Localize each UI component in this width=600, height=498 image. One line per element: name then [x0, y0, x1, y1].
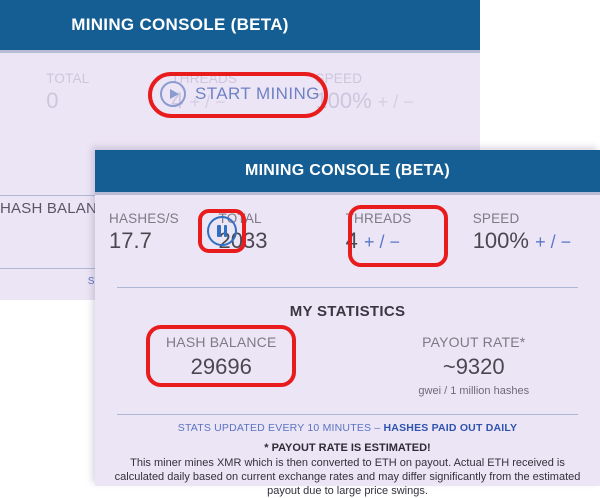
stat-label: TOTAL	[219, 211, 346, 226]
speed-stepper-background[interactable]: + / −	[378, 92, 414, 112]
stat-label: SPEED	[473, 211, 590, 226]
stat-value: 100% + / −	[315, 88, 450, 114]
start-mining-button[interactable]: START MINING	[160, 81, 320, 107]
stat-label: SPEED	[315, 71, 450, 86]
pause-icon-bar-left	[217, 225, 221, 237]
stats-update-note: STATS UPDATED EVERY 10 MINUTES – HASHES …	[95, 422, 600, 434]
stat-hash-balance: HASH BALANCE 29696	[95, 334, 348, 397]
stat-value: 0	[46, 88, 171, 114]
stat-label: PAYOUT RATE*	[348, 334, 600, 350]
stat-value: 2033	[219, 228, 346, 254]
start-mining-label: START MINING	[195, 84, 320, 104]
header-underline-background	[0, 50, 480, 53]
stat-value: ~9320	[348, 354, 600, 380]
stat-unit: gwei / 1 million hashes	[348, 385, 600, 397]
stat-value: 17.7	[109, 228, 219, 254]
stats-update-note-bold: HASHES PAID OUT DAILY	[384, 422, 518, 434]
stats-row-foreground: HASHES/S 17.7 TOTAL 2033 THREADS 4 + / −…	[95, 195, 600, 254]
play-icon	[160, 81, 186, 107]
pause-button[interactable]	[207, 216, 237, 246]
statistics-columns: HASH BALANCE 29696 PAYOUT RATE* ~9320 gw…	[95, 334, 600, 397]
stat-payout-rate: PAYOUT RATE* ~9320 gwei / 1 million hash…	[348, 334, 600, 397]
stat-speed-background[interactable]: SPEED 100% + / −	[315, 71, 450, 114]
payout-warning: * PAYOUT RATE IS ESTIMATED!	[95, 442, 600, 454]
stat-total: TOTAL 2033	[219, 211, 346, 254]
stat-value: 4 + / −	[346, 228, 473, 254]
stat-value: 100% + / −	[473, 228, 590, 254]
my-statistics-title: MY STATISTICS	[95, 303, 600, 320]
stat-value: 0	[0, 88, 46, 114]
stat-label: THREADS	[346, 211, 473, 226]
panel-title-foreground: MINING CONSOLE (BETA)	[95, 150, 600, 192]
stat-label: HASHES/S	[109, 211, 219, 226]
stat-label: HASHES/S	[0, 71, 46, 86]
payout-disclaimer: This miner mines XMR which is then conve…	[109, 456, 586, 498]
stats-update-note-normal: STATS UPDATED EVERY 10 MINUTES –	[178, 422, 384, 434]
stat-hashes-per-second: HASHES/S 17.7	[109, 211, 219, 254]
stat-label: TOTAL	[46, 71, 171, 86]
stat-label: HASH BALANCE	[95, 334, 348, 350]
stat-value: 29696	[95, 354, 348, 380]
stat-total-background: TOTAL 0	[46, 71, 171, 114]
speed-stepper[interactable]: + / −	[535, 232, 571, 252]
divider-above-statistics	[117, 287, 578, 288]
pause-icon-bar-right	[224, 225, 228, 237]
threads-stepper[interactable]: + / −	[364, 232, 400, 252]
panel-title-background: MINING CONSOLE (BETA)	[0, 0, 480, 50]
stat-threads[interactable]: THREADS 4 + / −	[346, 211, 473, 254]
mining-console-panel-foreground: MINING CONSOLE (BETA) HASHES/S 17.7 TOTA…	[95, 150, 600, 486]
header-underline-foreground	[95, 192, 600, 195]
stat-speed[interactable]: SPEED 100% + / −	[473, 211, 590, 254]
divider-above-footer	[117, 414, 578, 415]
stat-hashes-per-second-background: HASHES/S 0	[0, 71, 46, 114]
